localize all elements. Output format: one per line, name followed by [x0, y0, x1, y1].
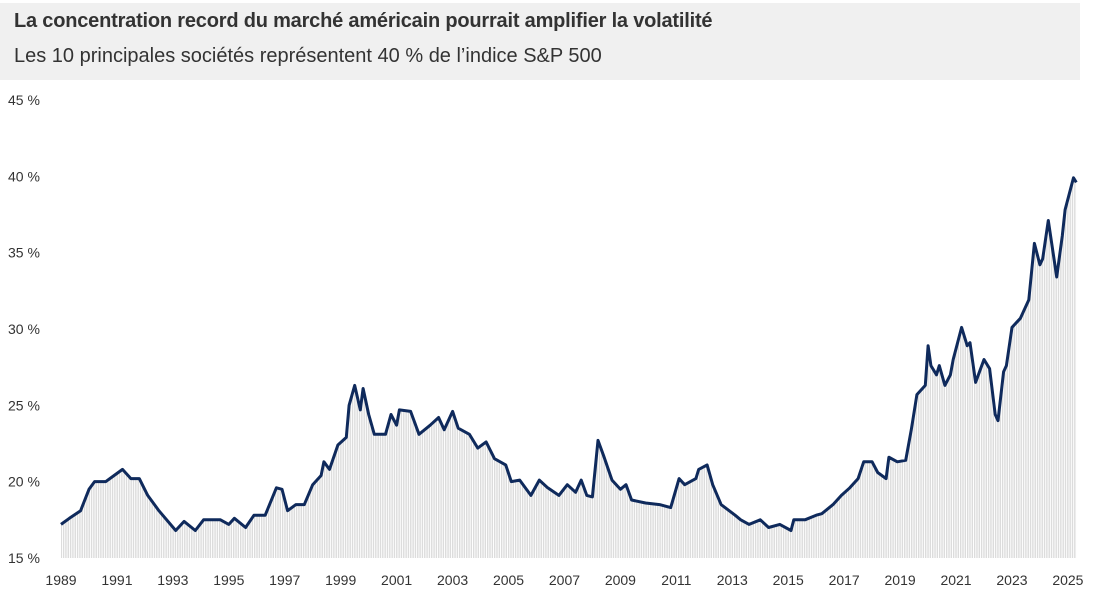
x-tick-label: 2021	[940, 572, 971, 588]
series-area	[61, 177, 1077, 559]
y-tick-label: 30 %	[8, 321, 40, 337]
y-tick-label: 25 %	[8, 397, 40, 413]
x-tick-label: 2003	[437, 572, 468, 588]
y-tick-label: 15 %	[8, 550, 40, 566]
chart-title: La concentration record du marché améric…	[14, 10, 713, 32]
x-tick-label: 1989	[45, 572, 76, 588]
x-tick-label: 2007	[549, 572, 580, 588]
x-tick-label: 2011	[661, 572, 691, 588]
y-tick-label: 20 %	[8, 474, 40, 490]
y-tick-label: 40 %	[8, 168, 40, 184]
x-tick-label: 2023	[996, 572, 1027, 588]
y-tick-label: 35 %	[8, 245, 40, 261]
x-tick-label: 2017	[829, 572, 860, 588]
y-tick-label: 45 %	[8, 92, 40, 108]
x-tick-label: 2005	[493, 572, 524, 588]
x-tick-label: 2025	[1052, 572, 1083, 588]
x-tick-label: 2009	[605, 572, 636, 588]
x-tick-label: 1995	[213, 572, 244, 588]
series-line	[60, 176, 1078, 532]
x-tick-label: 2019	[885, 572, 916, 588]
x-tick-label: 1991	[101, 572, 132, 588]
chart-subtitle: Les 10 principales sociétés représentent…	[14, 45, 602, 67]
chart-header: La concentration record du marché améric…	[0, 3, 1080, 80]
x-tick-label: 1993	[157, 572, 188, 588]
x-tick-label: 2015	[773, 572, 804, 588]
x-tick-label: 2001	[381, 572, 412, 588]
x-tick-label: 1999	[325, 572, 356, 588]
x-tick-label: 1997	[269, 572, 300, 588]
x-axis: 1989 1991 1993 1995 1997 1999 2001 2003 2005 2007…	[45, 572, 1083, 588]
x-tick-label: 2013	[717, 572, 748, 588]
y-axis: 15 % 20 % 25 % 30 % 35 % 40 % 45 %	[8, 92, 40, 566]
